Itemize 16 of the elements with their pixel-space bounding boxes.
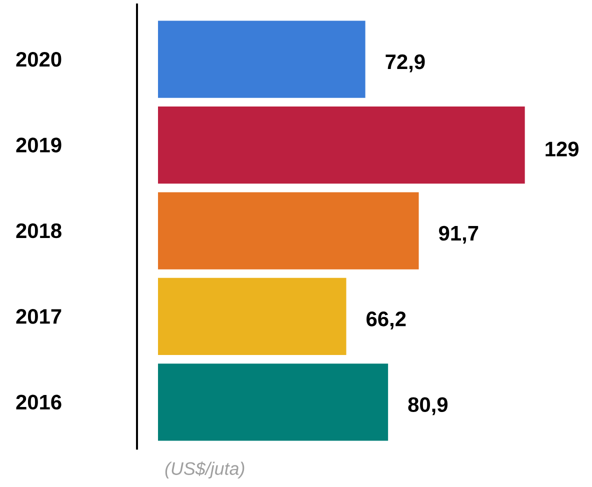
bar	[158, 106, 525, 184]
y-tick-label: 2019	[16, 138, 62, 152]
data-label: 91,7	[439, 226, 478, 244]
bar	[158, 278, 346, 356]
data-label: 80,9	[408, 397, 448, 416]
data-label: 66,2	[366, 312, 406, 330]
y-tick-label: 2017	[16, 309, 62, 324]
x-axis-title: (US$/juta)	[165, 461, 244, 478]
bar	[158, 20, 366, 98]
bar	[158, 364, 388, 441]
bar	[158, 192, 419, 270]
y-tick-label: 2016	[16, 394, 62, 410]
data-label: 72,9	[386, 54, 425, 72]
y-tick-label: 2018	[16, 223, 62, 238]
data-label: 129	[546, 142, 578, 156]
y-tick-label: 2020	[16, 52, 62, 67]
